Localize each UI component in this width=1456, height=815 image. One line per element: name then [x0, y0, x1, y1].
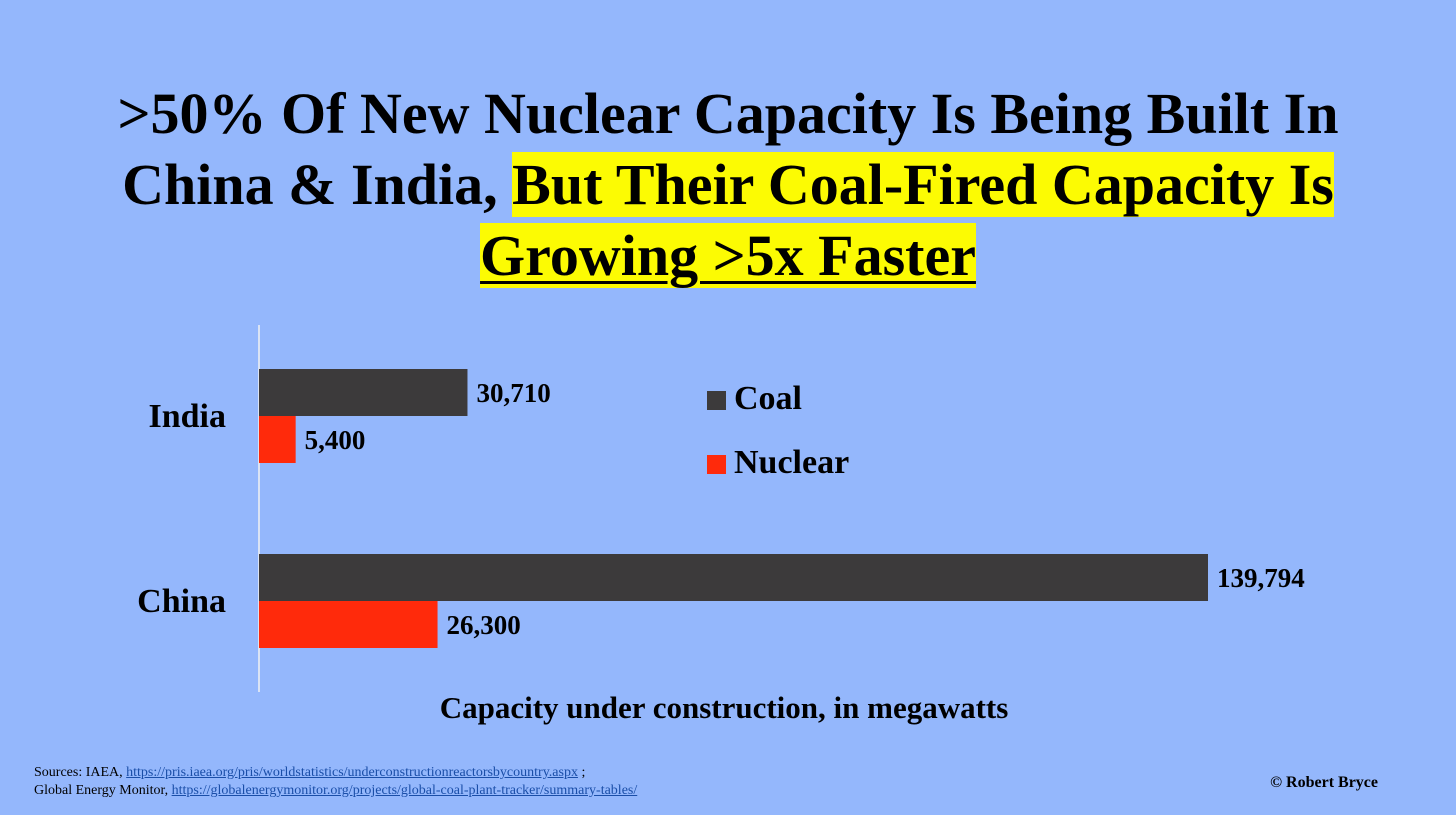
sources-line-2-prefix: Global Energy Monitor, — [34, 783, 172, 798]
category-label-india: India — [149, 398, 227, 435]
bar-coal-india — [259, 369, 468, 416]
copyright-credit: © Robert Bryce — [1270, 774, 1378, 791]
legend-label-nuclear: Nuclear — [734, 444, 849, 481]
gem-source-link[interactable]: https://globalenergymonitor.org/projects… — [171, 783, 638, 798]
legend-swatch-coal — [707, 391, 726, 410]
data-label-nuclear-india: 5,400 — [305, 425, 366, 455]
bar-nuclear-china — [259, 601, 438, 648]
iaea-source-link[interactable]: https://pris.iaea.org/pris/worldstatisti… — [126, 765, 578, 780]
data-label-coal-india: 30,710 — [476, 378, 550, 408]
x-axis-label: Capacity under construction, in megawatt… — [440, 690, 1009, 725]
sources-line-1-prefix: Sources: IAEA, — [34, 765, 127, 780]
bar-coal-china — [259, 554, 1208, 601]
title-line-3-highlight: Growing >5x Faster — [480, 223, 976, 288]
data-label-coal-china: 139,794 — [1217, 563, 1305, 593]
legend-swatch-nuclear — [707, 455, 726, 474]
title-line-2-highlight: But Their Coal-Fired Capacity Is — [512, 152, 1334, 217]
category-label-china: China — [137, 583, 226, 620]
sources-note: Sources: IAEA, https://pris.iaea.org/pri… — [34, 764, 637, 800]
legend-label-coal: Coal — [734, 380, 802, 417]
title-line-2-plain: China & India, — [122, 152, 513, 217]
title-line-1: >50% Of New Nuclear Capacity Is Being Bu… — [117, 81, 1339, 146]
bar-nuclear-india — [259, 416, 296, 463]
chart-title: >50% Of New Nuclear Capacity Is Being Bu… — [0, 78, 1456, 291]
data-label-nuclear-china: 26,300 — [447, 610, 521, 640]
sources-line-1-suffix: ; — [577, 765, 586, 780]
